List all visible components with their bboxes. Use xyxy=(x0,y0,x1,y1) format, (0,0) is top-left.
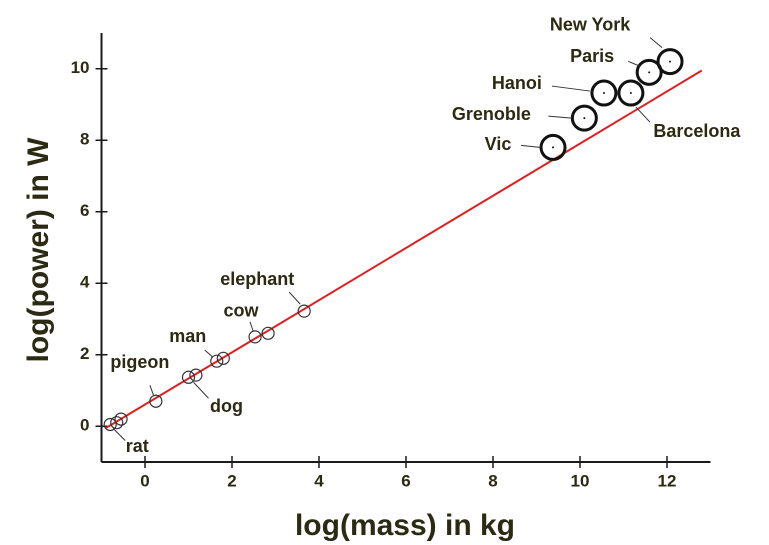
point-label: man xyxy=(169,326,206,346)
point xyxy=(103,417,117,432)
point-label: dog xyxy=(210,396,243,416)
point xyxy=(216,351,230,365)
x-axis-title: log(mass) in kg xyxy=(295,509,515,542)
leader-line xyxy=(520,144,541,148)
point xyxy=(590,79,618,107)
leader-line xyxy=(204,349,214,358)
point-center xyxy=(552,146,555,149)
point-label: Paris xyxy=(570,46,614,66)
y-tick-label: 4 xyxy=(80,273,90,292)
x-tick-label: 4 xyxy=(314,471,324,490)
y-tick-label: 10 xyxy=(71,58,90,77)
point-label: rat xyxy=(126,436,149,456)
point xyxy=(617,79,645,107)
point xyxy=(189,368,203,382)
leader-line xyxy=(548,115,572,119)
point xyxy=(635,58,663,86)
point-label: elephant xyxy=(220,269,294,289)
point xyxy=(210,354,224,368)
point-label: Grenoble xyxy=(452,104,531,124)
leader-line xyxy=(635,106,651,123)
y-axis-title: log(power) in W xyxy=(22,137,55,363)
x-tick-label: 2 xyxy=(227,471,236,490)
point-center xyxy=(669,60,672,63)
x-tick-label: 6 xyxy=(401,471,410,490)
y-tick-label: 0 xyxy=(80,416,89,435)
leader-line xyxy=(627,60,641,67)
x-tick-label: 8 xyxy=(488,471,497,490)
point-center xyxy=(583,117,586,120)
point xyxy=(297,304,311,318)
point-label: cow xyxy=(224,301,260,321)
x-tick-label: 0 xyxy=(140,471,149,490)
leader-line xyxy=(112,428,126,441)
point-center xyxy=(648,71,651,74)
leader-line xyxy=(149,385,155,397)
leader-line xyxy=(551,85,590,92)
point-label: pigeon xyxy=(110,352,169,372)
y-tick-label: 6 xyxy=(80,201,89,220)
x-tick-label: 10 xyxy=(571,471,590,490)
leader-line xyxy=(288,291,301,305)
point-center xyxy=(629,92,632,95)
point xyxy=(114,412,128,426)
point xyxy=(656,48,684,76)
fit-line xyxy=(105,69,703,429)
point xyxy=(570,104,598,132)
leader-line xyxy=(193,381,209,399)
leader-line xyxy=(249,321,254,332)
point-center xyxy=(602,92,605,95)
point-label: Hanoi xyxy=(492,73,542,93)
point xyxy=(149,394,163,408)
leader-line xyxy=(649,37,663,48)
point xyxy=(110,416,124,430)
point xyxy=(248,330,262,344)
point-label: Vic xyxy=(485,134,512,154)
point xyxy=(261,326,275,340)
x-tick-label: 12 xyxy=(658,471,677,490)
y-tick-label: 2 xyxy=(80,344,89,363)
point-label: Barcelona xyxy=(653,121,741,141)
y-tick-label: 8 xyxy=(80,130,89,149)
point xyxy=(539,133,567,161)
point xyxy=(181,370,196,384)
point-label: New York xyxy=(550,14,631,34)
